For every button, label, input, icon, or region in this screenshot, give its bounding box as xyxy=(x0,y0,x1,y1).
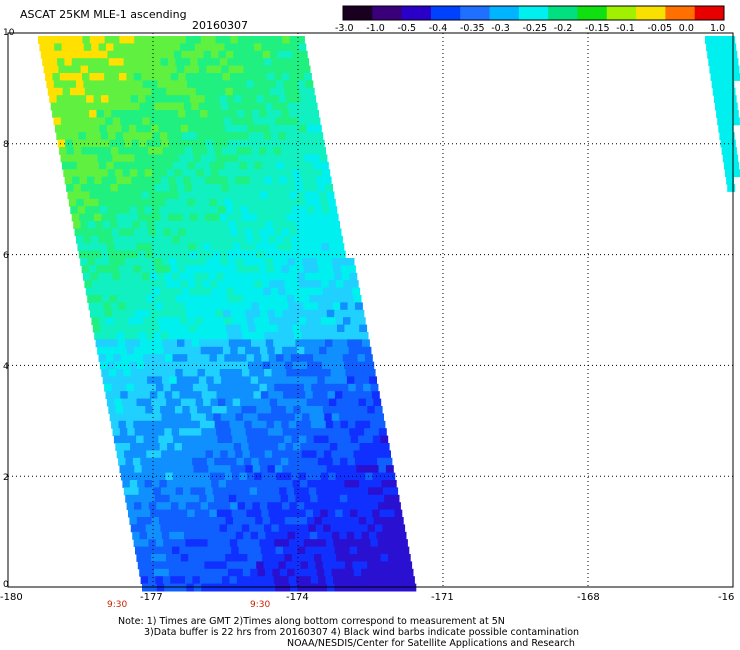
colorbar-label: -0.2 xyxy=(553,23,573,34)
colorbar-label: -0.4 xyxy=(428,23,448,34)
chart-date: 20160307 xyxy=(192,19,248,32)
colorbar-label: -0.25 xyxy=(522,23,548,34)
time-label-2: 9:30 xyxy=(250,600,271,610)
colorbar-label: -0.05 xyxy=(647,23,673,34)
colorbar-label: -0.5 xyxy=(397,23,417,34)
x-tick-165: -16 xyxy=(718,592,735,603)
y-tick-4: 4 xyxy=(3,362,9,372)
y-tick-2: 2 xyxy=(3,473,9,483)
colorbar-swatch xyxy=(401,6,432,20)
colorbar-label: -1.0 xyxy=(366,23,385,34)
time-label-1: 9:30 xyxy=(107,600,128,610)
data-swath xyxy=(38,36,417,592)
colorbar-frame xyxy=(342,5,725,21)
colorbar-swatch xyxy=(430,6,461,20)
x-tick-177: -177 xyxy=(140,592,163,603)
colorbar-swatch xyxy=(694,6,725,20)
colorbar-label: -0.15 xyxy=(585,23,610,34)
colorbar-swatch xyxy=(460,6,491,20)
colorbar-swatch xyxy=(577,6,608,20)
grid-lines xyxy=(8,33,733,587)
colorbar-label: -0.1 xyxy=(616,23,635,34)
note-line-3: NOAA/NESDIS/Center for Satellite Applica… xyxy=(287,638,575,649)
colorbar-swatch xyxy=(489,6,520,20)
colorbar-swatch xyxy=(372,6,403,20)
x-tick-180: -180 xyxy=(0,592,23,603)
y-tick-10: 10 xyxy=(3,28,15,38)
colorbar-label: -3.0 xyxy=(335,23,354,34)
colorbar-swatch xyxy=(518,6,549,20)
x-tick-171: -171 xyxy=(431,592,454,603)
plot-frame xyxy=(7,32,734,588)
colorbar-label: 1.0 xyxy=(710,23,726,34)
colorbar-swatch xyxy=(548,6,578,20)
x-tick-168: -168 xyxy=(577,592,600,603)
colorbar-swatch xyxy=(636,6,666,20)
colorbar-swatch xyxy=(343,6,373,20)
y-tick-8: 8 xyxy=(3,140,9,150)
colorbar-label: -0.35 xyxy=(460,23,485,34)
note-line-2: 3)Data buffer is 22 hrs from 20160307 4)… xyxy=(144,627,580,638)
colorbar-swatch xyxy=(606,6,637,20)
y-tick-6: 6 xyxy=(3,251,9,261)
y-tick-0: 0 xyxy=(3,580,9,590)
colorbar-label: 0.0 xyxy=(678,23,694,34)
note-line-1: Note: 1) Times are GMT 2)Times along bot… xyxy=(118,616,505,627)
colorbar xyxy=(342,5,725,21)
chart-title: ASCAT 25KM MLE-1 ascending xyxy=(20,8,187,21)
colorbar-label: -0.3 xyxy=(491,23,510,34)
colorbar-swatch xyxy=(665,6,696,20)
x-tick-174: -174 xyxy=(286,592,309,603)
data-swath-right xyxy=(705,36,740,192)
